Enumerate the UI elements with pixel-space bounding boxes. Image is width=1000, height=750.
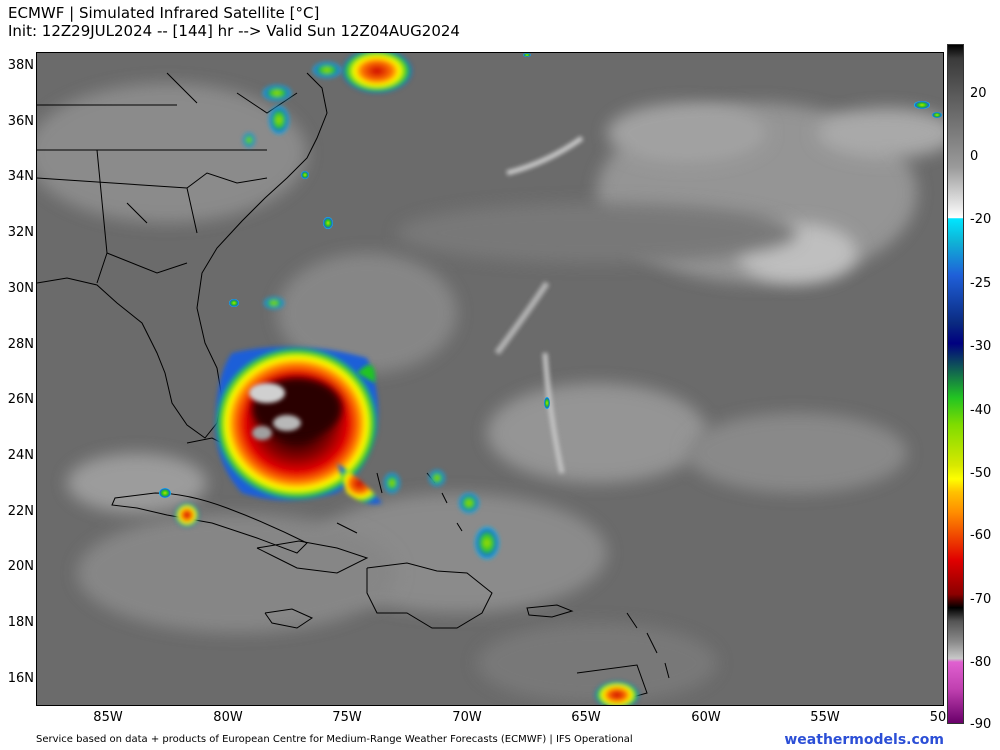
lat-label-34n: 34N bbox=[7, 169, 34, 184]
lat-label-30n: 30N bbox=[7, 281, 34, 296]
colorbar-tick-minus50: -50 bbox=[970, 466, 992, 481]
lon-label-60w: 60W bbox=[691, 710, 721, 725]
lat-label-24n: 24N bbox=[7, 448, 34, 463]
colorbar-tick-minus90: -90 bbox=[970, 717, 992, 732]
lon-label-55w: 55W bbox=[810, 710, 840, 725]
colorbar-tick-minus20: -20 bbox=[970, 212, 992, 227]
colorbar-tick-minus25: -25 bbox=[970, 276, 992, 291]
colorbar-tick-minus40: -40 bbox=[970, 403, 992, 418]
lat-label-32n: 32N bbox=[7, 225, 34, 240]
lon-label-75w: 75W bbox=[332, 710, 362, 725]
lon-label-50w: 50 bbox=[929, 710, 947, 725]
lat-label-26n: 26N bbox=[7, 392, 34, 407]
colorbar bbox=[947, 44, 964, 724]
lat-label-38n: 38N bbox=[7, 58, 34, 73]
data-credit: Service based on data + products of Euro… bbox=[36, 734, 633, 745]
brand-link[interactable]: weathermodels.com bbox=[784, 732, 944, 748]
lat-label-20n: 20N bbox=[7, 559, 34, 574]
convective-cells bbox=[159, 53, 942, 705]
lon-label-85w: 85W bbox=[93, 710, 123, 725]
map-canvas bbox=[37, 53, 943, 705]
lat-label-16n: 16N bbox=[7, 671, 34, 686]
lat-label-22n: 22N bbox=[7, 504, 34, 519]
colorbar-tick-minus70: -70 bbox=[970, 592, 992, 607]
colorbar-tick-minus60: -60 bbox=[970, 528, 992, 543]
chart-title: ECMWF | Simulated Infrared Satellite [°C… bbox=[8, 4, 320, 22]
colorbar-tick-0: 0 bbox=[970, 149, 979, 164]
lat-label-28n: 28N bbox=[7, 337, 34, 352]
cloud-field bbox=[37, 83, 943, 703]
chart-subtitle: Init: 12Z29JUL2024 -- [144] hr --> Valid… bbox=[8, 22, 460, 40]
satellite-map[interactable] bbox=[36, 52, 944, 706]
colorbar-tick-20: 20 bbox=[970, 86, 987, 101]
lat-label-18n: 18N bbox=[7, 615, 34, 630]
lon-label-70w: 70W bbox=[452, 710, 482, 725]
lon-label-80w: 80W bbox=[213, 710, 243, 725]
colorbar-tick-minus80: -80 bbox=[970, 655, 992, 670]
lat-label-36n: 36N bbox=[7, 114, 34, 129]
colorbar-tick-minus30: -30 bbox=[970, 339, 992, 354]
tropical-storm bbox=[215, 346, 382, 505]
lon-label-65w: 65W bbox=[571, 710, 601, 725]
